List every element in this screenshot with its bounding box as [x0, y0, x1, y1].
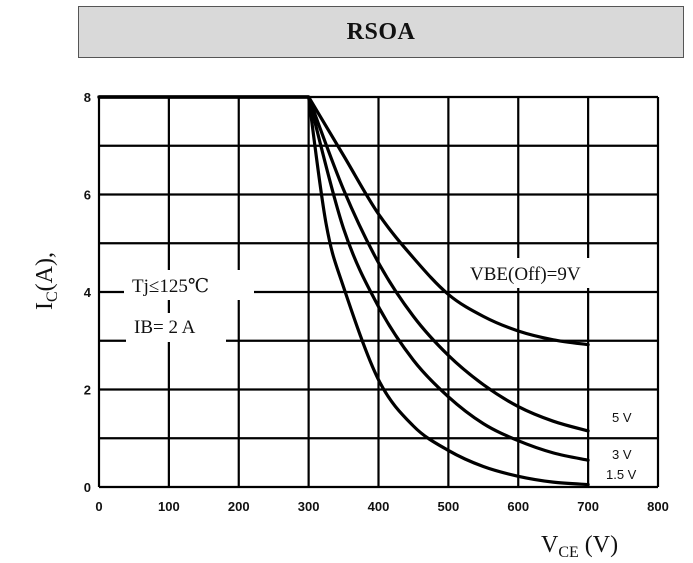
series-line-2 [97, 95, 590, 462]
chart-title: RSOA [346, 18, 416, 45]
curve-label-5v-bg [606, 406, 646, 426]
curve-label-1-5v: 1.5 V [606, 467, 637, 482]
y-axis-title-unit: (A), [32, 252, 58, 291]
vbe-annotation-bg [460, 258, 640, 288]
y-tick-label-0: 0 [84, 480, 91, 495]
x-tick-label-200: 200 [228, 499, 250, 514]
x-tick-label-500: 500 [438, 499, 460, 514]
y-axis-title-main: I [32, 302, 58, 310]
curve-label-3v-bg [606, 443, 646, 463]
x-tick-label-400: 400 [368, 499, 390, 514]
x-tick-label-100: 100 [158, 499, 180, 514]
x-axis-title-sub: CE [558, 544, 578, 561]
x-axis-title: VCE (V) [541, 532, 618, 561]
y-tick-label-6: 6 [84, 188, 91, 203]
tj-annotation-bg [124, 270, 254, 300]
x-tick-label-700: 700 [577, 499, 599, 514]
y-tick-label-8: 8 [84, 90, 91, 105]
tick-labels: 0 100 200 300 400 500 600 700 800 0 2 4 6 8 [84, 90, 669, 514]
curve-label-1-5v-bg [600, 464, 648, 482]
series-line-1 [97, 95, 590, 433]
vbe-annotation: VBE(Off)=9V [470, 264, 581, 285]
chart-title-box: RSOA [78, 6, 684, 58]
x-tick-label-0: 0 [95, 499, 102, 514]
y-tick-label-4: 4 [84, 285, 92, 300]
series-line-3 [97, 95, 590, 487]
series-line-0 [97, 95, 590, 347]
curve-label-5v: 5 V [612, 410, 632, 425]
x-tick-label-600: 600 [507, 499, 529, 514]
y-axis-title: IC(A), [32, 252, 61, 310]
x-axis-title-main: V [541, 532, 559, 558]
ib-annotation-bg [126, 313, 226, 342]
ib-annotation: IB= 2 A [134, 317, 196, 338]
y-axis-title-sub: C [44, 291, 61, 302]
y-tick-label-2: 2 [84, 383, 91, 398]
curve-label-3v: 3 V [612, 447, 632, 462]
x-tick-label-300: 300 [298, 499, 320, 514]
x-axis-title-unit: (V) [579, 532, 618, 558]
series-lines [97, 95, 590, 487]
tj-annotation: Tj≤125℃ [132, 276, 209, 297]
x-tick-label-800: 800 [647, 499, 669, 514]
